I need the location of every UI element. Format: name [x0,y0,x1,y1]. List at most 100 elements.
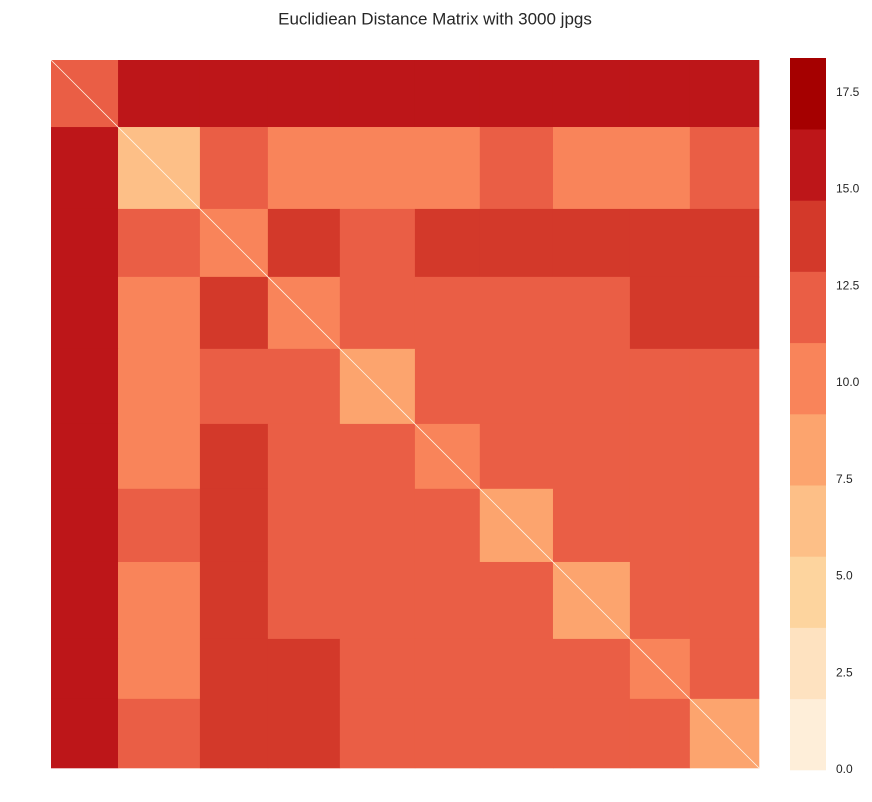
cell [51,276,119,350]
cell [118,561,201,640]
cell [118,276,201,350]
cell [552,276,631,350]
cell [339,208,416,278]
cell [51,561,119,640]
cell [629,423,691,490]
cell [479,127,554,210]
colorbar-tick-label: 12.5 [836,278,860,292]
cell [552,638,631,700]
colorbar-tick-label: 5.0 [836,569,853,583]
cell [199,488,269,563]
cell [689,423,760,490]
cell [414,208,481,278]
cell [339,60,416,128]
cell [629,698,691,769]
cell [51,698,119,769]
cell [199,561,269,640]
cell [339,698,416,769]
cell [479,60,554,128]
cell [118,423,201,490]
cell [267,127,341,210]
colorbar-segment [790,200,826,272]
cell [552,488,631,563]
colorbar-tick-label: 0.0 [836,762,853,776]
colorbar-tick-label: 17.5 [836,85,860,99]
cell [629,561,691,640]
colorbar-segment [790,271,826,344]
cell [267,348,341,425]
cell [552,208,631,278]
cell [414,638,481,700]
cell [479,638,554,700]
cell [267,208,341,278]
cell [339,276,416,350]
colorbar-segment [790,342,826,415]
cell [51,127,119,210]
cell [267,561,341,640]
cell [118,488,201,563]
cell [118,208,201,278]
cell [689,561,760,640]
colorbar-segment [790,485,826,557]
cell [414,276,481,350]
cell [118,698,201,769]
cell [479,348,554,425]
cell [629,348,691,425]
cell [118,348,201,425]
cell [339,488,416,563]
cell [339,127,416,210]
diagonal [50,59,760,769]
cell [552,348,631,425]
colorbar-tick-label: 2.5 [836,665,853,679]
cell [199,698,269,769]
cell [199,60,269,128]
cell [414,127,481,210]
colorbar-tick-label: 7.5 [836,472,853,486]
colorbar-segment [790,627,826,700]
colorbar-segment [790,129,826,201]
cell [339,423,416,490]
cell [414,561,481,640]
cell [629,488,691,563]
cell [689,208,760,278]
cell [267,638,341,700]
cell [629,208,691,278]
cell [199,638,269,700]
chart-title: Euclidiean Distance Matrix with 3000 jpg… [278,9,592,28]
cell [414,698,481,769]
cell [552,60,631,128]
cell [689,60,760,128]
cell [689,348,760,425]
cell [414,60,481,128]
cell [689,638,760,700]
cell [479,698,554,769]
cell [199,423,269,490]
cell [689,488,760,563]
cell [414,348,481,425]
colorbar-tick-label: 10.0 [836,375,860,389]
colorbar-segment [790,58,826,130]
colorbar-segment [790,556,826,628]
cell [629,276,691,350]
cell [267,423,341,490]
cell [629,60,691,128]
cell [479,208,554,278]
cell [414,488,481,563]
cell [267,698,341,769]
cell [552,127,631,210]
cell [339,638,416,700]
cell [118,60,201,128]
heatmap [51,60,760,769]
colorbar-segment [790,698,826,771]
cell [552,423,631,490]
cell [629,127,691,210]
cell [689,127,760,210]
colorbar-segment [790,414,826,486]
cell [199,127,269,210]
cell [479,423,554,490]
cell [51,208,119,278]
cell [479,276,554,350]
cell [552,698,631,769]
cell [689,276,760,350]
